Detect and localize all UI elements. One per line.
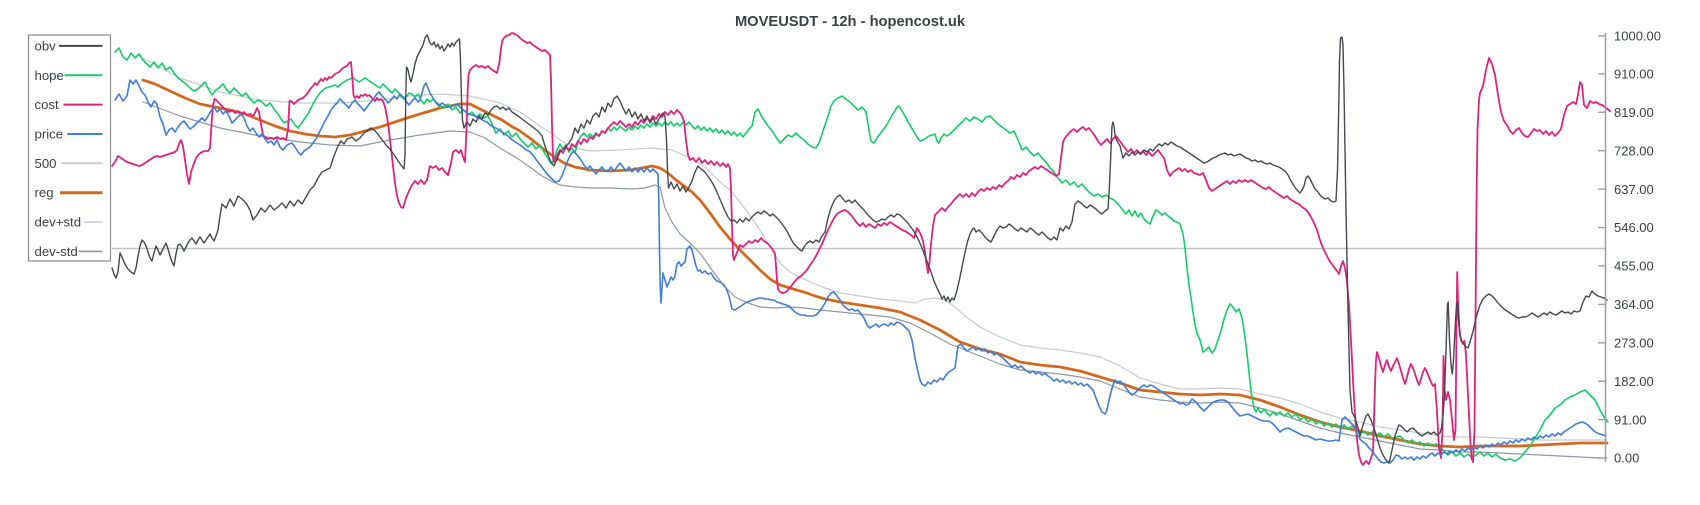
svg-text:364.00: 364.00 — [1614, 297, 1654, 312]
svg-text:price: price — [35, 127, 64, 142]
svg-text:hope: hope — [35, 68, 64, 83]
svg-text:MOVEUSDT - 12h - hopencost.uk: MOVEUSDT - 12h - hopencost.uk — [735, 14, 966, 30]
svg-text:728.00: 728.00 — [1614, 143, 1654, 158]
svg-text:455.00: 455.00 — [1614, 259, 1654, 274]
svg-text:cost: cost — [35, 97, 60, 112]
svg-text:637.00: 637.00 — [1614, 182, 1654, 197]
svg-text:reg: reg — [35, 185, 54, 200]
svg-text:dev-std: dev-std — [35, 244, 78, 259]
svg-text:182.00: 182.00 — [1614, 374, 1654, 389]
svg-text:obv: obv — [35, 39, 57, 54]
svg-text:500: 500 — [35, 156, 57, 171]
svg-text:1000.00: 1000.00 — [1614, 29, 1661, 44]
svg-text:dev+std: dev+std — [35, 215, 82, 230]
svg-text:0.00: 0.00 — [1614, 451, 1639, 466]
svg-text:910.00: 910.00 — [1614, 67, 1654, 82]
svg-text:91.00: 91.00 — [1614, 412, 1647, 427]
svg-text:819.00: 819.00 — [1614, 105, 1654, 120]
svg-text:273.00: 273.00 — [1614, 335, 1654, 350]
svg-text:546.00: 546.00 — [1614, 220, 1654, 235]
